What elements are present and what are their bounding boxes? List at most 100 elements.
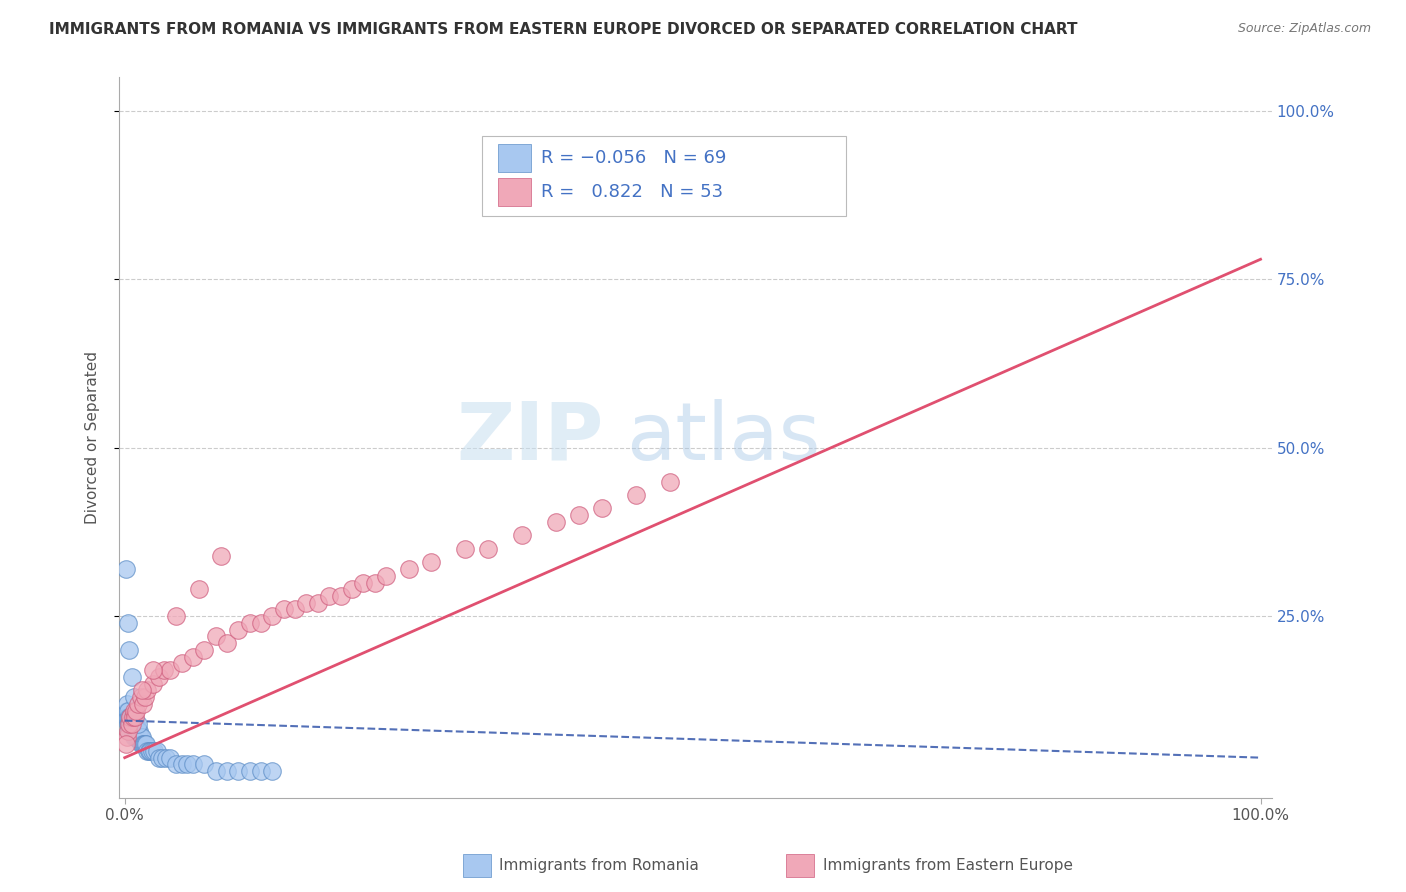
Point xyxy=(398,562,420,576)
Point xyxy=(329,589,352,603)
Point xyxy=(135,737,157,751)
Point xyxy=(187,582,209,597)
Point xyxy=(131,731,153,745)
Point xyxy=(165,757,187,772)
Point xyxy=(250,615,273,630)
Point xyxy=(546,515,568,529)
Point xyxy=(120,723,142,738)
Point xyxy=(318,589,340,603)
Point xyxy=(375,569,398,583)
Point xyxy=(141,744,163,758)
Point xyxy=(121,717,143,731)
Text: Immigrants from Eastern Europe: Immigrants from Eastern Europe xyxy=(823,858,1073,872)
Point xyxy=(131,737,153,751)
Point xyxy=(115,704,138,718)
Point xyxy=(125,704,148,718)
Point xyxy=(121,710,143,724)
Point xyxy=(127,731,149,745)
Point xyxy=(138,744,160,758)
Point xyxy=(118,723,141,738)
Point xyxy=(136,683,159,698)
Point xyxy=(124,717,146,731)
Point xyxy=(510,528,533,542)
Point xyxy=(138,744,160,758)
Point xyxy=(117,710,139,724)
Text: IMMIGRANTS FROM ROMANIA VS IMMIGRANTS FROM EASTERN EUROPE DIVORCED OR SEPARATED : IMMIGRANTS FROM ROMANIA VS IMMIGRANTS FR… xyxy=(49,22,1078,37)
Point xyxy=(148,750,170,764)
Point xyxy=(170,757,193,772)
Point xyxy=(134,737,156,751)
Point xyxy=(127,723,149,738)
Point xyxy=(193,757,215,772)
Point xyxy=(125,723,148,738)
Point xyxy=(127,723,149,738)
Text: R =   0.822   N = 53: R = 0.822 N = 53 xyxy=(541,183,724,201)
Point xyxy=(153,663,176,677)
Point xyxy=(117,704,139,718)
Point xyxy=(125,717,148,731)
Point xyxy=(132,697,155,711)
Point xyxy=(420,555,443,569)
Point xyxy=(120,710,142,724)
Point xyxy=(568,508,591,523)
Point xyxy=(115,562,138,576)
Point xyxy=(204,764,226,778)
Text: ZIP: ZIP xyxy=(456,399,603,476)
Y-axis label: Divorced or Separated: Divorced or Separated xyxy=(86,351,100,524)
Point xyxy=(125,731,148,745)
Point xyxy=(122,690,145,704)
Point xyxy=(591,501,613,516)
Point xyxy=(363,575,385,590)
Point xyxy=(115,731,138,745)
Point xyxy=(117,723,139,738)
Point xyxy=(307,596,329,610)
Point xyxy=(128,731,150,745)
Point xyxy=(127,697,149,711)
Point xyxy=(118,643,141,657)
Point xyxy=(226,764,249,778)
Point xyxy=(143,744,166,758)
Point xyxy=(340,582,363,597)
Point xyxy=(170,657,193,671)
Point xyxy=(115,710,138,724)
Point xyxy=(127,731,149,745)
Point xyxy=(136,744,159,758)
Point xyxy=(122,731,145,745)
Point xyxy=(176,757,198,772)
Text: atlas: atlas xyxy=(626,399,821,476)
Point xyxy=(209,549,232,563)
Point xyxy=(284,602,307,616)
Point xyxy=(129,690,152,704)
Point xyxy=(118,717,141,731)
Point xyxy=(226,623,249,637)
Point xyxy=(624,488,647,502)
Point xyxy=(128,723,150,738)
Point xyxy=(155,750,177,764)
Point xyxy=(262,609,284,624)
Point xyxy=(262,764,284,778)
Point xyxy=(127,717,149,731)
Point xyxy=(115,737,138,751)
Point xyxy=(122,717,145,731)
Text: Immigrants from Romania: Immigrants from Romania xyxy=(499,858,699,872)
Point xyxy=(121,710,143,724)
Point xyxy=(658,475,681,489)
Text: R = −0.056   N = 69: R = −0.056 N = 69 xyxy=(541,149,727,167)
Point xyxy=(121,717,143,731)
Point xyxy=(215,764,238,778)
Point xyxy=(181,757,204,772)
Point xyxy=(121,710,143,724)
Point xyxy=(129,737,152,751)
Point xyxy=(145,744,167,758)
Point xyxy=(117,615,139,630)
Point xyxy=(129,731,152,745)
Point xyxy=(477,541,499,556)
Point xyxy=(142,663,165,677)
Point xyxy=(120,717,142,731)
Point xyxy=(142,676,165,690)
Point xyxy=(118,717,141,731)
Point xyxy=(295,596,318,610)
Point xyxy=(148,670,170,684)
Point xyxy=(165,609,187,624)
Point xyxy=(132,737,155,751)
